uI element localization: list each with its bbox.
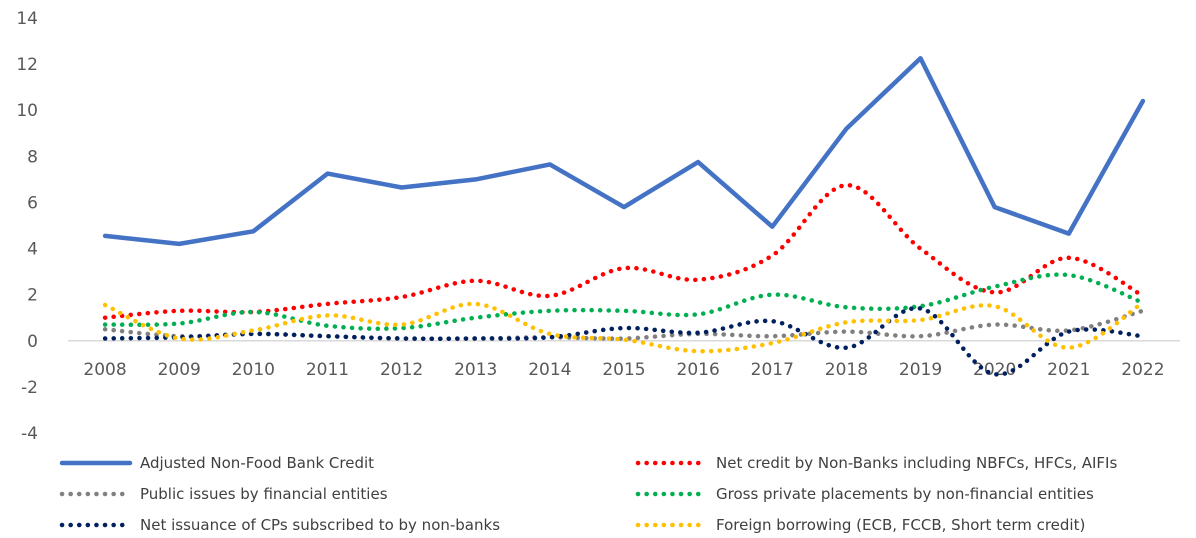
x-axis-tick-labels: 2008 2009 2010 2011 2012 2013 2014 2015 2016 2017… (83, 360, 1164, 380)
x-tick-label: 2019 (899, 360, 942, 380)
x-tick-label: 2011 (306, 360, 349, 380)
x-tick-label: 2013 (454, 360, 497, 380)
series-line-5 (102, 306, 1146, 377)
y-axis-tick-labels: -4 -2 0 2 4 6 8 10 12 14 (16, 9, 38, 444)
legend-item: Public issues by financial entities (59, 485, 388, 503)
x-tick-label: 2012 (380, 360, 423, 380)
legend-label: Adjusted Non-Food Bank Credit (140, 454, 374, 472)
legend-item: Net issuance of CPs subscribed to by non… (59, 516, 500, 534)
y-tick-label: 14 (16, 9, 38, 29)
x-tick-label: 2022 (1121, 360, 1164, 380)
legend-item: Net credit by Non-Banks including NBFCs,… (635, 454, 1117, 472)
legend-label: Net credit by Non-Banks including NBFCs,… (716, 454, 1117, 472)
x-tick-label: 2008 (83, 360, 126, 380)
y-tick-label: 2 (27, 286, 38, 306)
x-tick-label: 2010 (232, 360, 275, 380)
x-tick-label: 2021 (1047, 360, 1090, 380)
legend-item: Gross private placements by non-financia… (635, 485, 1094, 503)
legend-label: Foreign borrowing (ECB, FCCB, Short term… (716, 516, 1085, 534)
x-tick-label: 2017 (751, 360, 794, 380)
legend: Adjusted Non-Food Bank Credit Net credit … (59, 454, 1117, 534)
y-tick-label: 4 (27, 240, 38, 260)
legend-item: Foreign borrowing (ECB, FCCB, Short term… (635, 516, 1085, 534)
y-tick-label: 8 (27, 147, 38, 167)
series-lines (102, 56, 1146, 377)
x-tick-label: 2016 (677, 360, 720, 380)
x-tick-label: 2014 (528, 360, 571, 380)
series-line-2 (102, 182, 1146, 320)
y-tick-label: 6 (27, 193, 38, 213)
y-tick-label: 10 (16, 101, 38, 121)
y-tick-label: -2 (21, 378, 38, 398)
y-tick-label: -4 (21, 424, 38, 444)
series-line-1 (102, 56, 1146, 247)
series-line-6 (102, 300, 1146, 354)
x-tick-label: 2015 (602, 360, 645, 380)
x-tick-label: 2020 (973, 360, 1016, 380)
y-tick-label: 0 (27, 332, 38, 352)
legend-item: Adjusted Non-Food Bank Credit (59, 454, 374, 472)
x-tick-label: 2009 (158, 360, 201, 380)
y-tick-label: 12 (16, 55, 38, 75)
x-tick-label: 2018 (825, 360, 868, 380)
legend-label: Public issues by financial entities (140, 485, 388, 503)
legend-label: Gross private placements by non-financia… (716, 485, 1094, 503)
legend-label: Net issuance of CPs subscribed to by non… (140, 516, 500, 534)
series-line-4 (102, 272, 1146, 331)
